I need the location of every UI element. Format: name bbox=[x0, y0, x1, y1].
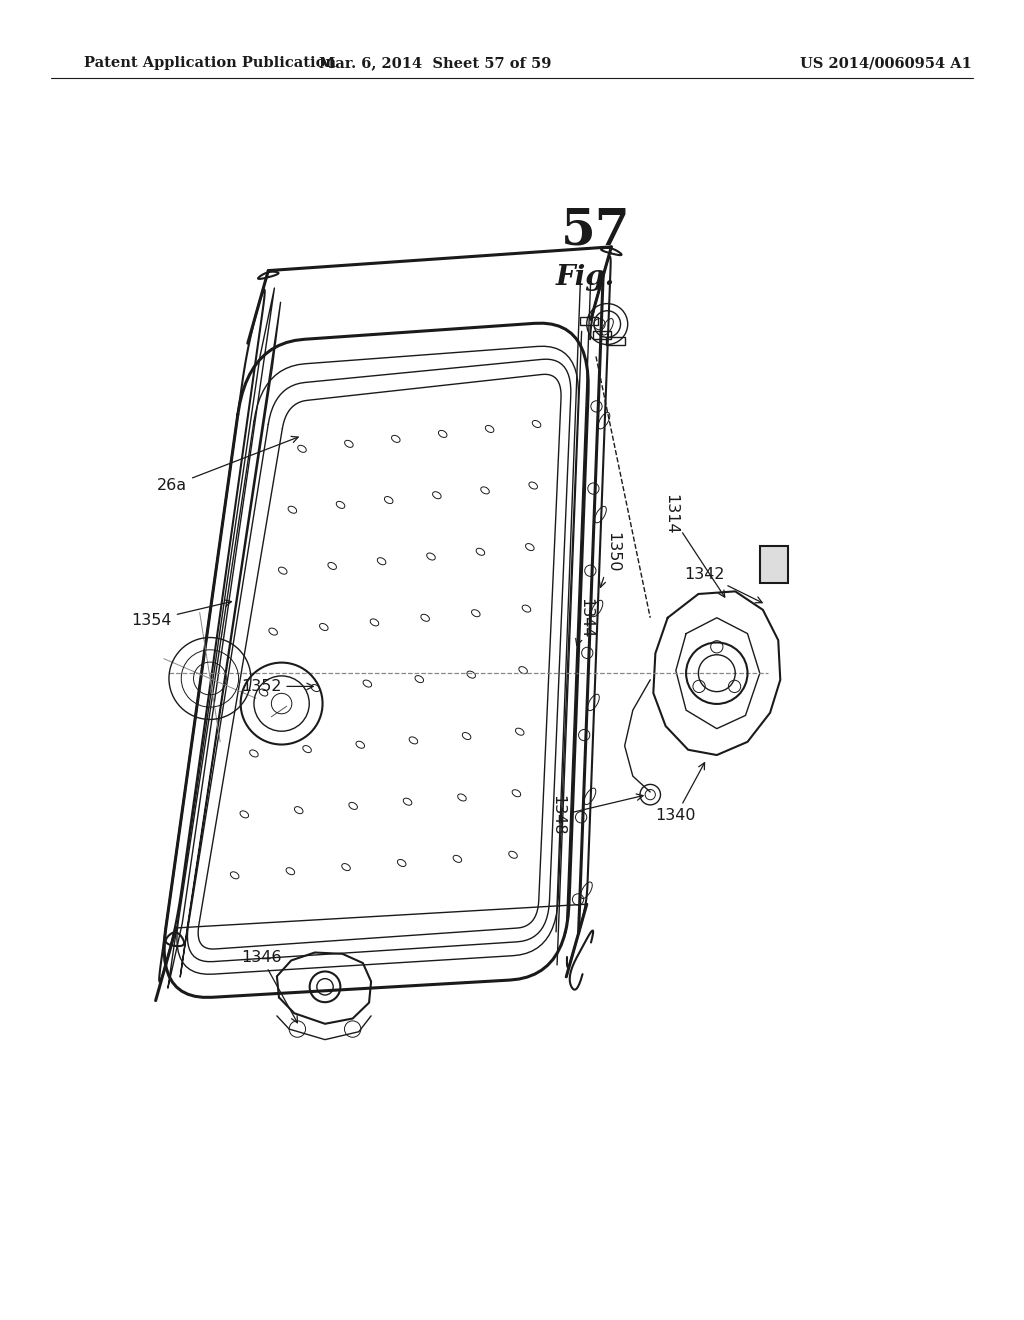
Text: 1314: 1314 bbox=[664, 495, 725, 597]
Text: 1354: 1354 bbox=[131, 599, 231, 628]
Text: 1348: 1348 bbox=[551, 793, 643, 836]
Text: Patent Application Publication: Patent Application Publication bbox=[84, 57, 336, 70]
Text: 1350: 1350 bbox=[599, 532, 620, 587]
FancyBboxPatch shape bbox=[760, 546, 788, 583]
Text: Mar. 6, 2014  Sheet 57 of 59: Mar. 6, 2014 Sheet 57 of 59 bbox=[319, 57, 551, 70]
Text: 26a: 26a bbox=[157, 437, 298, 494]
Text: 1342: 1342 bbox=[684, 566, 762, 603]
Text: 1340: 1340 bbox=[655, 763, 705, 824]
Text: 1352: 1352 bbox=[241, 678, 313, 694]
Text: Fig.: Fig. bbox=[556, 264, 615, 290]
Text: 1346: 1346 bbox=[241, 949, 297, 1023]
Text: 57: 57 bbox=[561, 206, 631, 256]
Text: 1344: 1344 bbox=[575, 598, 593, 645]
Text: US 2014/0060954 A1: US 2014/0060954 A1 bbox=[800, 57, 972, 70]
